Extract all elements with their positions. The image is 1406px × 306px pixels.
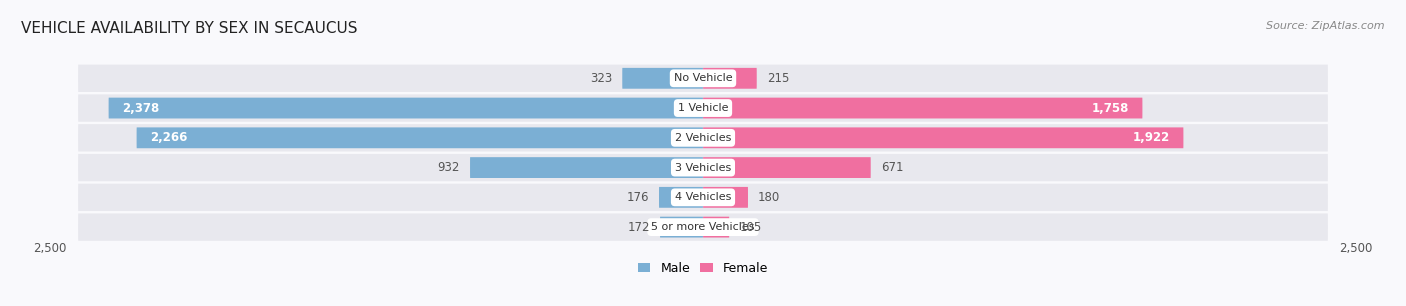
- Text: 2,378: 2,378: [122, 102, 160, 114]
- Text: 180: 180: [758, 191, 780, 204]
- Text: Source: ZipAtlas.com: Source: ZipAtlas.com: [1267, 21, 1385, 32]
- Text: 1 Vehicle: 1 Vehicle: [678, 103, 728, 113]
- Text: VEHICLE AVAILABILITY BY SEX IN SECAUCUS: VEHICLE AVAILABILITY BY SEX IN SECAUCUS: [21, 21, 357, 36]
- FancyBboxPatch shape: [79, 124, 1327, 151]
- Text: 323: 323: [591, 72, 612, 85]
- Text: 5 or more Vehicles: 5 or more Vehicles: [651, 222, 755, 232]
- Text: 2,500: 2,500: [34, 242, 66, 255]
- FancyBboxPatch shape: [703, 187, 748, 208]
- Text: 2 Vehicles: 2 Vehicles: [675, 133, 731, 143]
- Legend: Male, Female: Male, Female: [633, 257, 773, 280]
- Text: 105: 105: [740, 221, 762, 233]
- FancyBboxPatch shape: [79, 65, 1327, 92]
- FancyBboxPatch shape: [79, 213, 1327, 241]
- Text: 2,500: 2,500: [1340, 242, 1372, 255]
- Text: 215: 215: [766, 72, 789, 85]
- Text: No Vehicle: No Vehicle: [673, 73, 733, 83]
- FancyBboxPatch shape: [703, 157, 870, 178]
- Text: 1,758: 1,758: [1091, 102, 1129, 114]
- Text: 4 Vehicles: 4 Vehicles: [675, 192, 731, 202]
- FancyBboxPatch shape: [79, 154, 1327, 181]
- Text: 3 Vehicles: 3 Vehicles: [675, 162, 731, 173]
- FancyBboxPatch shape: [703, 127, 1184, 148]
- FancyBboxPatch shape: [136, 127, 703, 148]
- FancyBboxPatch shape: [108, 98, 703, 118]
- FancyBboxPatch shape: [703, 68, 756, 89]
- FancyBboxPatch shape: [659, 217, 703, 237]
- FancyBboxPatch shape: [79, 184, 1327, 211]
- FancyBboxPatch shape: [623, 68, 703, 89]
- Text: 2,266: 2,266: [150, 131, 188, 144]
- Text: 172: 172: [627, 221, 650, 233]
- FancyBboxPatch shape: [79, 94, 1327, 122]
- FancyBboxPatch shape: [659, 187, 703, 208]
- FancyBboxPatch shape: [703, 217, 730, 237]
- Text: 671: 671: [880, 161, 903, 174]
- Text: 1,922: 1,922: [1132, 131, 1170, 144]
- FancyBboxPatch shape: [470, 157, 703, 178]
- FancyBboxPatch shape: [703, 98, 1143, 118]
- Text: 932: 932: [437, 161, 460, 174]
- Text: 176: 176: [627, 191, 650, 204]
